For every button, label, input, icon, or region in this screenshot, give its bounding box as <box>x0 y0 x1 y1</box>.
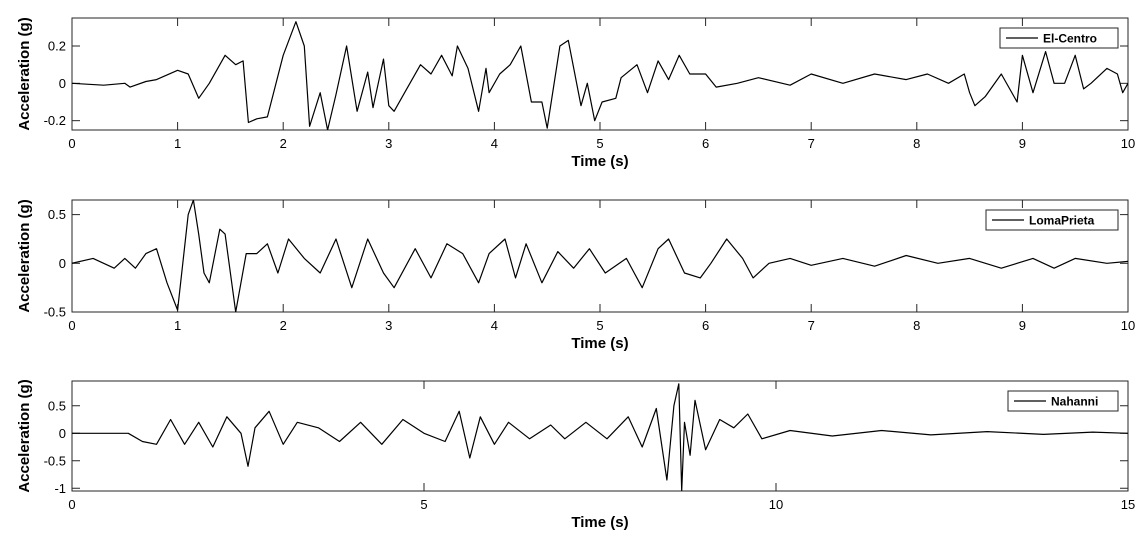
x-tick-label: 7 <box>808 318 815 333</box>
x-tick-label: 0 <box>68 497 75 512</box>
x-tick-label: 0 <box>68 318 75 333</box>
x-tick-label: 8 <box>913 318 920 333</box>
x-tick-label: 10 <box>1121 318 1135 333</box>
y-tick-label: 0.2 <box>48 39 66 54</box>
x-tick-label: 6 <box>702 136 709 151</box>
x-tick-label: 2 <box>280 136 287 151</box>
x-tick-label: 10 <box>769 497 783 512</box>
plot-area <box>71 199 1129 313</box>
x-tick-label: 9 <box>1019 136 1026 151</box>
legend-label: El-Centro <box>1043 32 1097 46</box>
legend-box <box>985 209 1119 231</box>
legend-label: LomaPrieta <box>1029 214 1095 228</box>
x-tick-label: 3 <box>385 136 392 151</box>
x-tick-label: 6 <box>702 318 709 333</box>
plot-area <box>71 380 1129 492</box>
x-tick-label: 3 <box>385 318 392 333</box>
legend-label: Nahanni <box>1051 395 1098 409</box>
y-tick-label: 0 <box>59 76 66 91</box>
series-line-nahanni <box>72 383 1128 491</box>
legend: LomaPrieta <box>985 209 1119 231</box>
x-tick-label: 5 <box>420 497 427 512</box>
x-tick-label: 7 <box>808 136 815 151</box>
x-axis-label: Time (s) <box>571 514 628 531</box>
y-tick-label: 0.5 <box>48 207 66 222</box>
x-tick-label: 5 <box>596 318 603 333</box>
x-tick-label: 5 <box>596 136 603 151</box>
x-tick-label: 1 <box>174 136 181 151</box>
x-tick-label: 10 <box>1121 136 1135 151</box>
legend-box <box>1007 390 1119 412</box>
legend: Nahanni <box>1007 390 1119 412</box>
x-axis-label: Time (s) <box>571 335 628 352</box>
y-tick-label: 0 <box>59 426 66 441</box>
series-line-lomaprieta <box>72 200 1128 312</box>
y-axis-label: Acceleration (g) <box>16 199 33 312</box>
x-axis-label: Time (s) <box>571 153 628 170</box>
plot-area <box>71 17 1129 131</box>
y-tick-label: 0.5 <box>48 398 66 413</box>
x-tick-label: 4 <box>491 318 498 333</box>
y-tick-label: 0 <box>59 256 66 271</box>
series-line-el-centro <box>72 21 1128 130</box>
chart-panel-3: 0 5 10 15 -1 -0.5 0 0.5 Time (s) Acceleration (g)… <box>16 379 1135 531</box>
x-tick-label: 0 <box>68 136 75 151</box>
x-tick-label: 1 <box>174 318 181 333</box>
x-tick-label: 8 <box>913 136 920 151</box>
x-tick-label: 2 <box>280 318 287 333</box>
x-tick-label: 9 <box>1019 318 1026 333</box>
y-axis-label: Acceleration (g) <box>16 17 33 130</box>
y-tick-label: -0.5 <box>44 305 66 320</box>
legend-box <box>999 27 1119 49</box>
x-tick-label: 15 <box>1121 497 1135 512</box>
y-tick-label: -0.5 <box>44 453 66 468</box>
x-tick-label: 4 <box>491 136 498 151</box>
y-tick-label: -0.2 <box>44 113 66 128</box>
legend: El-Centro <box>999 27 1119 49</box>
y-axis-label: Acceleration (g) <box>16 379 33 492</box>
y-tick-label: -1 <box>54 481 66 496</box>
